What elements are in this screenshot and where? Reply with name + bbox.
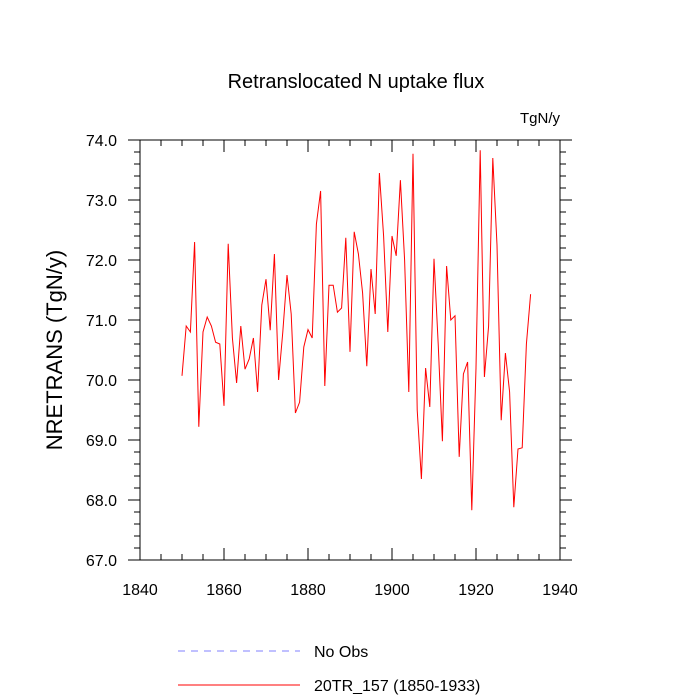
y-tick-label: 73.0 [86,193,117,210]
axis-ticks: 1840 1860 1880 1900 1920 1940 67.0 68.0 69.0 70.0… [86,133,578,599]
units-label: TgN/y [520,110,561,127]
y-tick-label: 74.0 [86,133,117,150]
legend-label: No Obs [314,644,368,661]
chart-title: Retranslocated N uptake flux [228,71,485,93]
series-layer [181,150,532,511]
x-tick-label: 1840 [122,582,158,599]
y-tick-label: 70.0 [86,373,117,390]
y-tick-label: 68.0 [86,493,117,510]
x-tick-label: 1900 [374,582,410,599]
y-tick-label: 69.0 [86,433,117,450]
legend: No Obs 20TR_157 (1850-1933) [178,644,480,695]
legend-label: 20TR_157 (1850-1933) [314,678,480,695]
y-tick-label: 67.0 [86,553,117,570]
y-axis-label: NRETRANS (TgN/y) [42,250,67,450]
y-tick-label: 71.0 [86,313,117,330]
x-tick-label: 1920 [458,582,494,599]
x-tick-label: 1940 [542,582,578,599]
x-tick-label: 1860 [206,582,242,599]
x-tick-label: 1880 [290,582,326,599]
series-line [181,150,532,511]
y-tick-label: 72.0 [86,253,117,270]
